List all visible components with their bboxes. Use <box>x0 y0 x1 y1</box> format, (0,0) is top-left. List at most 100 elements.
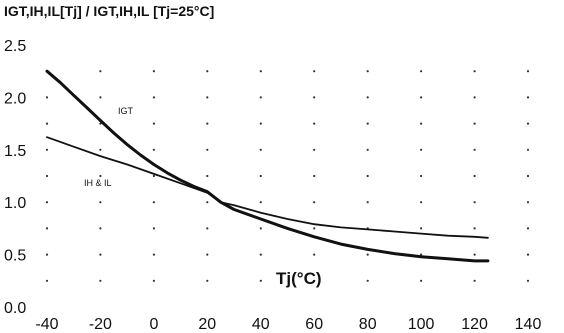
grid-dot <box>45 227 49 230</box>
grid-dot <box>366 201 369 204</box>
grid-dot <box>420 201 423 204</box>
grid-dot <box>366 96 369 99</box>
grid-dot <box>45 148 49 151</box>
grid-dot <box>99 201 102 204</box>
y-tick-label: 0.0 <box>4 300 26 317</box>
x-tick-label: 140 <box>515 316 542 333</box>
grid-dot <box>526 174 530 178</box>
grid-dot <box>259 201 262 204</box>
grid-dot <box>259 70 262 73</box>
x-tick-labels: -40 -20 0 20 40 60 80 100 120 140 <box>35 316 541 333</box>
grid-dot <box>206 279 209 282</box>
grid-dot <box>259 279 262 282</box>
grid-dot <box>259 227 262 230</box>
y-tick-label: 1.0 <box>4 195 26 212</box>
grid-dot <box>366 148 369 151</box>
grid-dot <box>99 70 102 73</box>
x-tick-label: 80 <box>359 316 377 333</box>
grid-dot <box>473 253 476 256</box>
grid-dot <box>420 227 423 230</box>
grid-dot <box>313 201 316 204</box>
grid-dot <box>45 201 49 204</box>
grid-dot <box>152 70 155 73</box>
grid-dot <box>473 279 476 282</box>
grid-dot <box>45 96 49 99</box>
grid-dot <box>259 96 262 99</box>
grid-dot <box>152 227 155 230</box>
grid-dot <box>420 174 423 178</box>
grid-dot <box>526 148 530 151</box>
grid-dot <box>473 96 476 99</box>
grid-dot <box>206 96 209 99</box>
grid-dot <box>366 253 369 256</box>
series-line-igt <box>45 69 490 263</box>
grid-dot <box>420 122 423 125</box>
grid-dot <box>526 96 530 99</box>
grid-dot <box>99 279 102 282</box>
y-tick-label: 0.5 <box>4 248 26 265</box>
x-tick-label: 100 <box>408 316 435 333</box>
grid-dot <box>473 227 476 230</box>
grid-dot <box>473 174 476 178</box>
grid-dot <box>259 148 262 151</box>
grid-dot <box>152 96 155 99</box>
grid-dot <box>206 201 209 204</box>
y-tick-label: 2.5 <box>4 38 26 55</box>
grid-dot <box>206 174 209 178</box>
grid-dot <box>152 174 155 178</box>
grid-dots <box>45 70 530 282</box>
chart-title: IGT,IH,IL[Tj] / IGT,IH,IL [Tj=25°C] <box>4 3 214 19</box>
series-label-ih-il: IH & IL <box>84 178 112 188</box>
grid-dot <box>313 70 316 73</box>
x-axis-label: Tj(°C) <box>276 269 322 288</box>
grid-dot <box>45 122 49 125</box>
x-tick-label: 120 <box>461 316 488 333</box>
x-tick-label: 60 <box>305 316 323 333</box>
grid-dot <box>45 279 49 282</box>
grid-dot <box>99 174 102 178</box>
grid-dot <box>313 122 316 125</box>
grid-dot <box>206 122 209 125</box>
grid-dot <box>366 279 369 282</box>
grid-dot <box>206 148 209 151</box>
grid-dot <box>526 70 530 73</box>
grid-dot <box>366 122 369 125</box>
grid-dot <box>206 253 209 256</box>
grid-dot <box>99 96 102 99</box>
grid-dot <box>473 122 476 125</box>
grid-dot <box>473 70 476 73</box>
y-tick-labels: 0.0 0.5 1.0 1.5 2.0 2.5 <box>4 38 26 317</box>
grid-dot <box>420 70 423 73</box>
grid-dot <box>45 174 49 178</box>
grid-dot <box>45 253 49 256</box>
y-tick-label: 1.5 <box>4 143 26 160</box>
grid-dot <box>366 174 369 178</box>
grid-dot <box>259 122 262 125</box>
grid-dot <box>473 201 476 204</box>
grid-dot <box>99 148 102 151</box>
grid-dot <box>313 227 316 230</box>
grid-dot <box>420 96 423 99</box>
grid-dot <box>526 279 530 282</box>
grid-dot <box>206 227 209 230</box>
grid-dot <box>313 253 316 256</box>
grid-dot <box>313 174 316 178</box>
x-tick-label: 40 <box>252 316 270 333</box>
grid-dot <box>259 174 262 178</box>
grid-dot <box>526 227 530 230</box>
grid-dot <box>152 148 155 151</box>
grid-dot <box>152 122 155 125</box>
grid-dot <box>152 253 155 256</box>
grid-dot <box>99 253 102 256</box>
x-tick-label: 20 <box>198 316 216 333</box>
grid-dot <box>152 201 155 204</box>
x-tick-label: -40 <box>35 316 58 333</box>
x-tick-label: -20 <box>89 316 112 333</box>
grid-dot <box>206 70 209 73</box>
grid-dot <box>99 227 102 230</box>
grid-dot <box>526 253 530 256</box>
series-label-igt: IGT <box>118 106 134 116</box>
grid-dot <box>366 70 369 73</box>
grid-dot <box>313 279 316 282</box>
grid-dot <box>313 96 316 99</box>
